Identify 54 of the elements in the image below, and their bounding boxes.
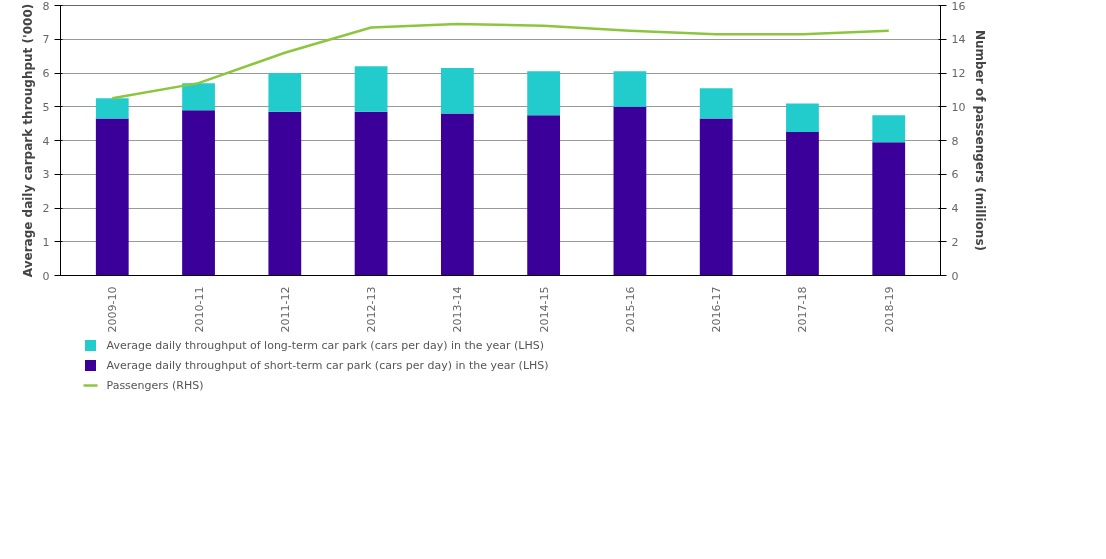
y-tick-label: 5 [42, 100, 50, 114]
x-tick-label: 2014-15 [537, 286, 551, 333]
legend-label: Passengers (RHS) [106, 379, 204, 392]
bar [354, 111, 388, 276]
bar [182, 83, 215, 111]
bar [354, 66, 388, 112]
y-tick-label: 7 [42, 33, 50, 47]
y2-tick-label: 4 [951, 202, 959, 215]
x-tick-label: 2016-17 [710, 286, 724, 333]
line-series [111, 22, 890, 100]
bar [95, 98, 129, 119]
y-tick-label: 4 [42, 134, 50, 148]
x-tick-label: 2009-10 [106, 286, 120, 333]
bar [527, 71, 561, 116]
bar [872, 142, 906, 276]
x-tick-label: 2011-12 [278, 286, 292, 333]
y2-tick-label: 12 [951, 67, 966, 80]
bar [95, 118, 129, 276]
bar [440, 113, 474, 276]
x-tick-label: 2017-18 [796, 286, 810, 333]
x-tick-label: 2015-16 [623, 286, 637, 333]
y-tick-label: 2 [42, 202, 50, 215]
legend-label: Average daily throughput of short-term car park (cars per day) in the year (LHS) [106, 359, 549, 372]
y2-tick-label: 0 [951, 269, 959, 283]
bar [527, 115, 561, 276]
bar [786, 103, 819, 133]
y2-tick-label: 8 [951, 134, 959, 148]
y2-tick-label: 10 [951, 100, 966, 114]
y2-tick-label: 16 [951, 0, 966, 13]
y2-tick-label: 14 [951, 33, 966, 47]
legend-label: Average daily throughput of long-term car park (cars per day) in the year (LHS) [106, 339, 545, 352]
bar [268, 111, 302, 276]
bar [872, 115, 906, 143]
y2-axis-title: Number of passengers (millions) [973, 29, 988, 252]
bar [786, 132, 819, 276]
x-tick-label: 2012-13 [365, 286, 379, 333]
x-tick-label: 2013-14 [451, 286, 465, 333]
bar [699, 88, 733, 119]
y-axis-title: Average daily carpark throughput ('000) [20, 3, 35, 278]
bar [699, 118, 733, 276]
bar [268, 73, 302, 112]
bar [440, 67, 474, 114]
bar [613, 71, 647, 107]
y-tick-label: 3 [42, 168, 50, 182]
y-tick-label: 6 [42, 67, 50, 80]
bar [613, 106, 647, 276]
y2-tick-label: 6 [951, 168, 959, 182]
y-tick-label: 0 [42, 269, 50, 283]
bar [182, 110, 215, 276]
x-tick-label: 2018-19 [882, 286, 896, 333]
y2-tick-label: 2 [951, 235, 959, 249]
y-tick-label: 1 [42, 235, 50, 249]
x-tick-label: 2010-11 [192, 286, 206, 333]
y-tick-label: 8 [42, 0, 50, 13]
